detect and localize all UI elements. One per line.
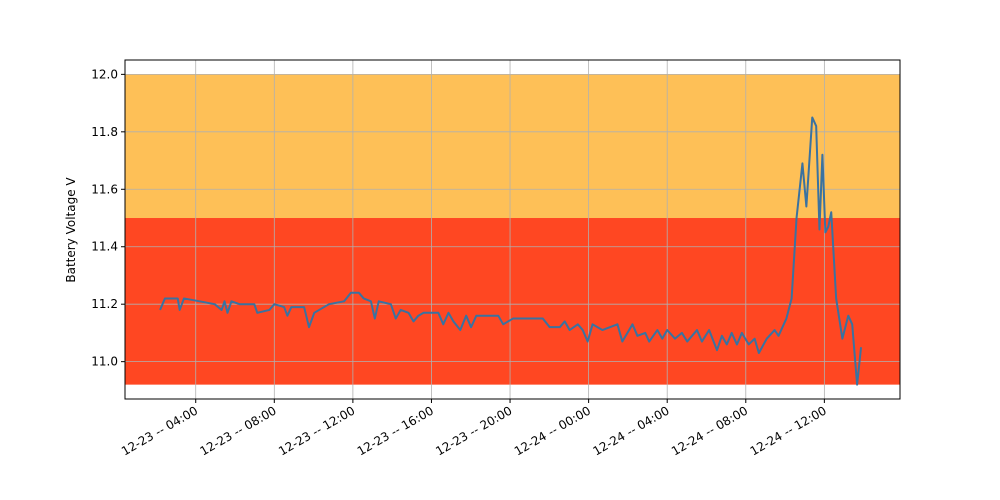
y-tick-label: 11.6 bbox=[91, 182, 118, 196]
y-tick-label: 11.0 bbox=[91, 355, 118, 369]
y-tick-label: 11.4 bbox=[91, 240, 118, 254]
y-tick-label: 11.2 bbox=[91, 297, 118, 311]
x-tick-label: 12-24 -- 04:00 bbox=[590, 403, 671, 458]
band bbox=[125, 74, 900, 219]
x-tick-label: 12-23 -- 12:00 bbox=[276, 403, 357, 458]
x-tick-label: 12-24 -- 00:00 bbox=[512, 403, 593, 458]
y-tick-label: 12.0 bbox=[91, 67, 118, 81]
y-tick-label: 11.8 bbox=[91, 125, 118, 139]
x-tick-label: 12-23 -- 04:00 bbox=[119, 403, 200, 458]
plot-frame bbox=[124, 59, 901, 400]
x-tick-label: 12-23 -- 20:00 bbox=[433, 403, 514, 458]
x-tick-label: 12-23 -- 16:00 bbox=[355, 403, 436, 458]
x-tick-label: 12-24 -- 08:00 bbox=[669, 403, 750, 458]
data-line bbox=[159, 116, 863, 386]
x-tick-label: 12-23 -- 08:00 bbox=[198, 403, 279, 458]
band bbox=[125, 218, 900, 385]
x-tick-label: 12-24 -- 12:00 bbox=[748, 403, 829, 458]
y-axis-label: Battery Voltage V bbox=[64, 177, 78, 283]
